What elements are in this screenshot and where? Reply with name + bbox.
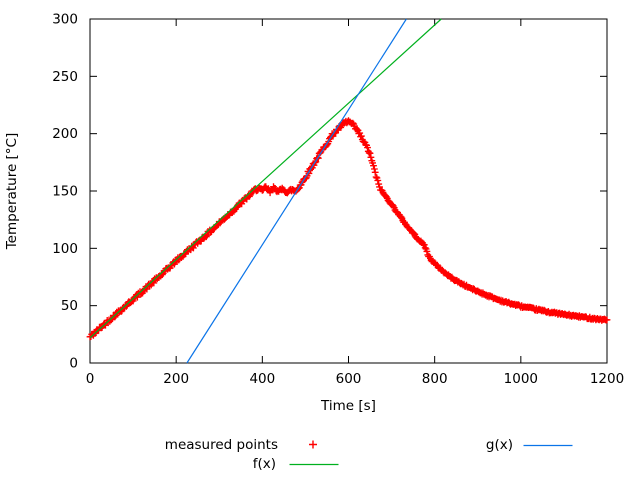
- y-tick-label: 150: [52, 184, 78, 200]
- x-tick-label: 400: [249, 371, 275, 387]
- y-tick-label: 100: [52, 241, 78, 257]
- y-tick-label: 0: [69, 356, 78, 372]
- x-tick-label: 1200: [590, 371, 624, 387]
- legend-label-f: f(x): [253, 456, 276, 472]
- plot-border: [89, 18, 608, 364]
- x-tick-label: 0: [86, 371, 95, 387]
- legend-label-g: g(x): [486, 437, 513, 453]
- legend: measured points g(x) f(x): [165, 437, 573, 472]
- y-tick-label: 50: [61, 298, 78, 314]
- measured-points-series: [86, 117, 611, 341]
- fit-line-gx: [186, 18, 407, 364]
- fit-line-fx: [89, 18, 442, 339]
- x-tick-label: 1000: [504, 371, 538, 387]
- legend-marker-measured-points: [309, 440, 317, 449]
- legend-label-measured-points: measured points: [165, 437, 278, 453]
- legend-samples: [289, 440, 573, 466]
- y-axis-title: Temperature [°C]: [4, 133, 20, 251]
- x-tick-label: 200: [163, 371, 189, 387]
- x-axis-title: Time [s]: [320, 398, 376, 414]
- y-tick-label: 300: [52, 12, 78, 28]
- y-tick-label: 200: [52, 126, 78, 142]
- x-tick-label: 600: [336, 371, 362, 387]
- y-tick-label: 250: [52, 69, 78, 85]
- x-tick-label: 800: [422, 371, 448, 387]
- plot-area: 0 200 400 600 800 1000 1200 0 50 100 150 200 250 300: [52, 12, 624, 388]
